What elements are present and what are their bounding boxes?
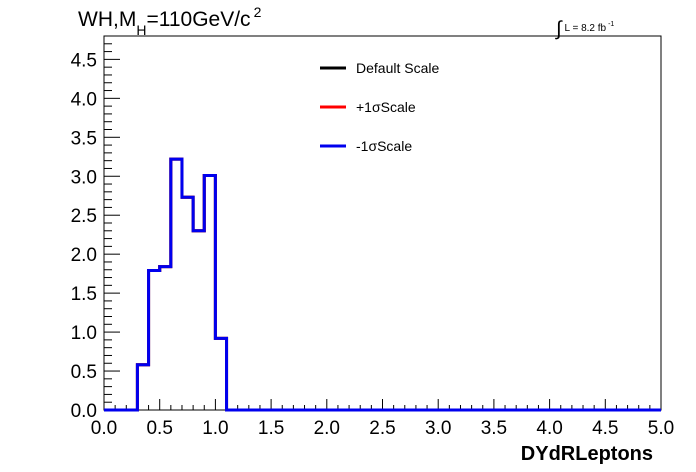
- y-tick-label: 4.5: [71, 50, 97, 71]
- y-tick-label: 2.5: [71, 206, 97, 227]
- series-line-2: [104, 157, 661, 412]
- histogram-series: [104, 157, 661, 412]
- title-subscript: H: [136, 22, 147, 38]
- y-tick-label: 1.5: [71, 284, 97, 305]
- chart-title: WH,MH=110GeV/c 2: [78, 4, 261, 38]
- axis-ticks: 0.0 0.5 1.0 1.5 2.0 2.5 3.0 3.5 4.0 4.5 5.0 0.0 0.5 1…: [71, 35, 674, 439]
- x-tick-label: 1.0: [202, 418, 228, 439]
- legend-label: Default Scale: [356, 60, 439, 76]
- y-tick-label: 3.0: [71, 167, 97, 188]
- y-tick-label: 0.0: [71, 401, 97, 422]
- integral-symbol: ∫: [556, 18, 562, 40]
- x-tick-label: 3.5: [481, 418, 507, 439]
- x-tick-label: 2.5: [369, 418, 395, 439]
- x-tick-label: 0.5: [146, 418, 172, 439]
- x-tick-label: 3.0: [425, 418, 451, 439]
- x-tick-label: 5.0: [648, 418, 674, 439]
- legend-label: -1σScale: [356, 138, 412, 154]
- x-tick-label: 1.5: [258, 418, 284, 439]
- x-tick-label: 4.0: [536, 418, 562, 439]
- luminosity-label: ∫ L = 8.2 fb -1: [556, 14, 615, 40]
- title-rest: =110GeV/c: [146, 8, 251, 31]
- x-tick-label: 4.5: [592, 418, 618, 439]
- y-tick-label: 4.0: [71, 89, 97, 110]
- luminosity-unit-superscript: -1: [608, 21, 615, 28]
- y-tick-label: 1.0: [71, 323, 97, 344]
- x-tick-label: 0.0: [91, 418, 117, 439]
- plot-frame: [103, 35, 662, 411]
- y-tick-label: 2.0: [71, 245, 97, 266]
- title-superscript: 2: [253, 4, 262, 20]
- x-axis-label: DYdRLeptons: [521, 443, 653, 465]
- x-tick-label: 2.0: [314, 418, 340, 439]
- legend: Default Scale +1σScale -1σScale: [320, 60, 439, 154]
- title-main: WH,M: [78, 8, 137, 31]
- legend-label: +1σScale: [356, 99, 416, 115]
- luminosity-text: L = 8.2 fb: [564, 23, 607, 34]
- y-tick-label: 3.5: [71, 128, 97, 149]
- y-tick-label: 0.5: [71, 362, 97, 383]
